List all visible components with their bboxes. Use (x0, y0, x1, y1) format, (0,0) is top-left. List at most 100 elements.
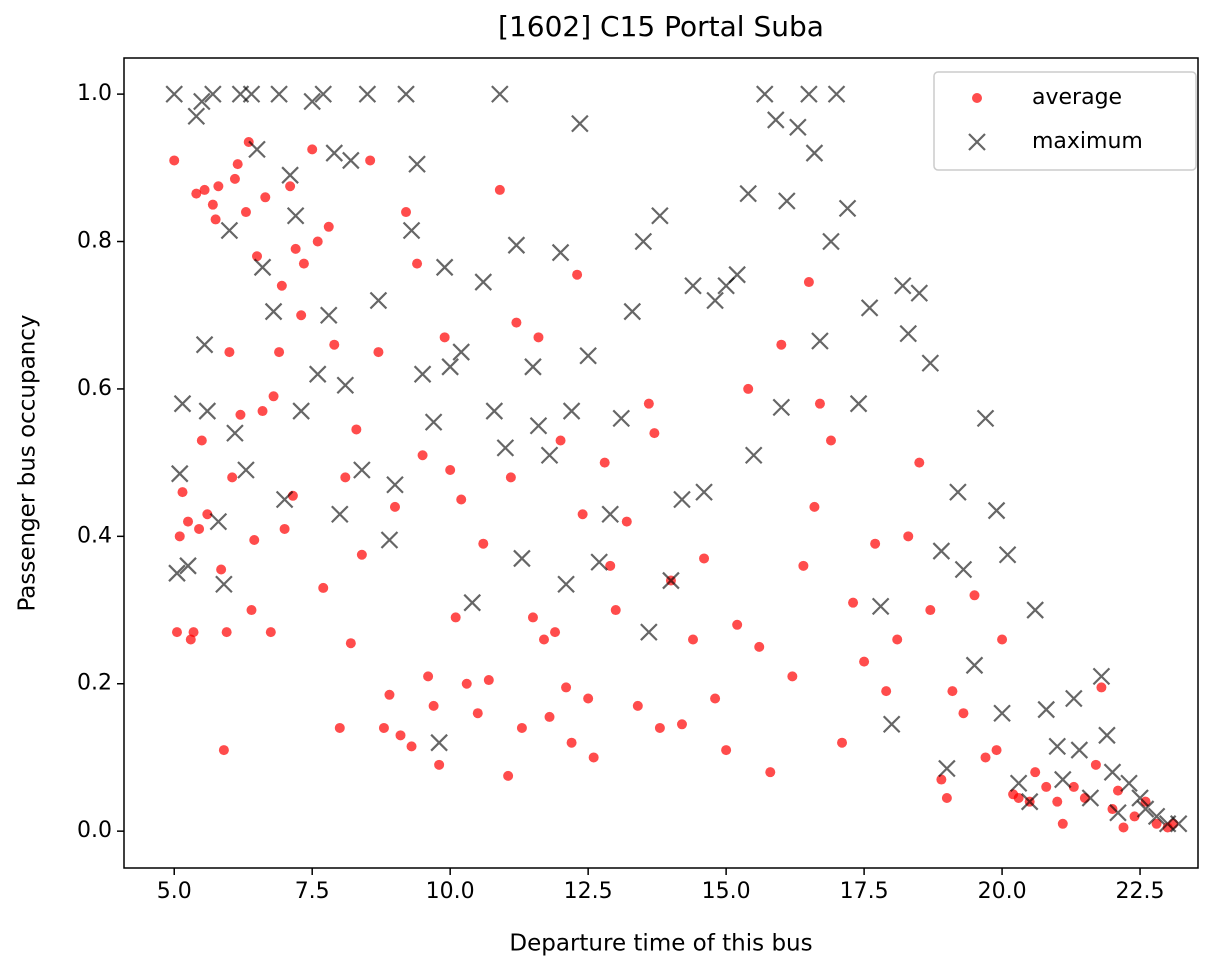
point (1054, 770, 1072, 789)
point (1065, 689, 1083, 708)
point (511, 317, 522, 328)
point (351, 424, 362, 435)
point (170, 464, 189, 483)
point (218, 745, 229, 756)
point (188, 627, 199, 638)
point (1037, 700, 1056, 719)
point (224, 347, 235, 358)
point (1057, 818, 1068, 829)
point (199, 184, 210, 195)
point (276, 280, 287, 291)
point (191, 188, 202, 199)
point (634, 232, 653, 251)
point (710, 693, 721, 704)
point (264, 302, 283, 321)
point (168, 564, 186, 582)
legend-label: average (1032, 85, 1122, 110)
point (232, 159, 243, 170)
point (274, 347, 285, 358)
point (651, 206, 669, 225)
point (932, 542, 951, 560)
point (229, 173, 240, 184)
point (292, 402, 310, 420)
point (494, 184, 505, 195)
point (544, 711, 555, 722)
point (365, 155, 376, 166)
point (632, 700, 643, 711)
point (474, 273, 493, 291)
point (1090, 759, 1101, 770)
point (439, 332, 450, 343)
point (478, 538, 489, 549)
point (965, 656, 984, 675)
point (406, 741, 417, 752)
plot-frame (123, 57, 1199, 869)
point (980, 752, 991, 763)
point (859, 656, 870, 667)
point (654, 722, 665, 733)
point (1020, 792, 1039, 811)
point (849, 394, 868, 413)
point (676, 719, 687, 730)
point (215, 575, 233, 594)
point (216, 564, 227, 575)
point (572, 269, 583, 280)
point (688, 634, 699, 645)
point (329, 339, 340, 350)
point (1096, 682, 1107, 693)
point (954, 560, 973, 579)
point (529, 417, 548, 435)
point (331, 505, 349, 524)
point (649, 428, 660, 439)
point (279, 523, 290, 534)
point (516, 722, 527, 733)
point (270, 85, 288, 103)
point (435, 258, 454, 277)
point (612, 409, 631, 428)
point (837, 737, 848, 748)
x-tick-label: 22.5 (1116, 879, 1165, 904)
point (882, 715, 901, 734)
point (754, 641, 765, 652)
point (450, 612, 461, 623)
point (744, 446, 763, 465)
point (772, 398, 791, 417)
point (610, 605, 621, 616)
point (776, 339, 787, 350)
point (1107, 804, 1118, 815)
point (643, 398, 654, 409)
point (684, 276, 702, 295)
point (551, 243, 570, 262)
point (463, 593, 482, 612)
point (827, 85, 846, 103)
point (177, 487, 188, 498)
x-tick-label: 15.0 (702, 879, 751, 904)
point (550, 627, 561, 638)
point (881, 686, 892, 697)
point (318, 582, 329, 593)
point (765, 767, 776, 778)
legend-marker (968, 133, 986, 151)
point (483, 675, 494, 686)
point (1041, 781, 1052, 792)
point (524, 358, 542, 376)
point (590, 553, 608, 571)
point (958, 708, 969, 719)
point (540, 446, 559, 465)
point (936, 774, 947, 785)
point (408, 155, 426, 173)
point (941, 792, 952, 803)
point (925, 605, 936, 616)
point (892, 634, 903, 645)
point (246, 605, 257, 616)
point (296, 310, 307, 321)
point (485, 402, 504, 420)
point (428, 700, 439, 711)
y-tick-label: 1.0 (77, 81, 112, 106)
point (1136, 800, 1155, 818)
point (695, 483, 713, 501)
point (997, 634, 1008, 645)
point (778, 192, 796, 210)
point (732, 619, 743, 630)
